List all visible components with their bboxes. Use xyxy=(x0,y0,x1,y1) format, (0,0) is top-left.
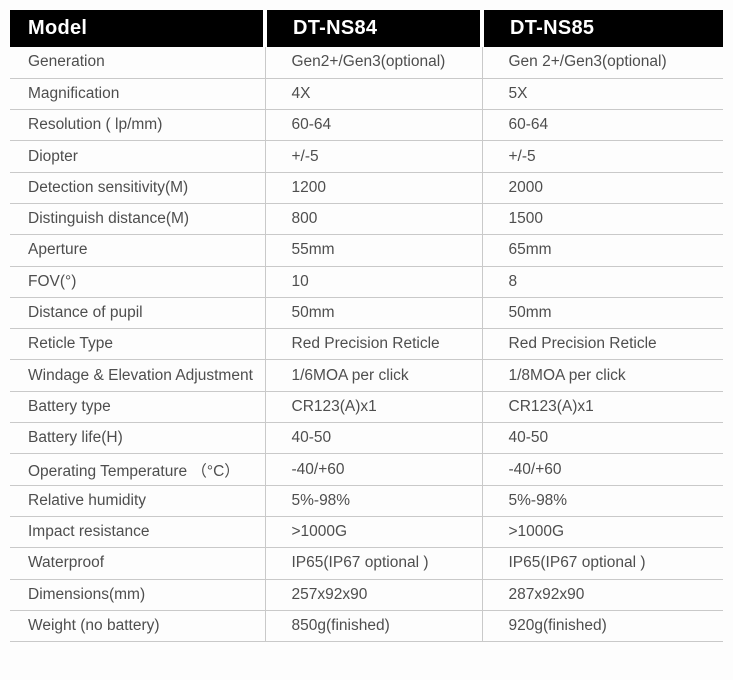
row-label: Aperture xyxy=(10,234,265,267)
spec-table: Model DT-NS84 DT-NS85 Generation Gen2+/Ge… xyxy=(10,10,723,643)
cell-dt-ns84: Red Precision Reticle xyxy=(264,328,482,361)
cell-dt-ns84: +/-5 xyxy=(264,140,482,173)
spec-sheet: Model DT-NS84 DT-NS85 Generation Gen2+/Ge… xyxy=(10,10,723,643)
row-label: Resolution ( lp/mm) xyxy=(10,109,265,142)
spec-row: Dimensions(mm) 257x92x90 287x92x90 xyxy=(10,579,723,611)
row-label: Detection sensitivity(M) xyxy=(10,172,265,204)
cell-dt-ns84: 1200 xyxy=(264,172,482,204)
row-label: Operating Temperature （°C） xyxy=(10,453,265,486)
cell-dt-ns85: 5X xyxy=(481,78,723,111)
cell-dt-ns84: 4X xyxy=(264,78,482,111)
row-label: Battery type xyxy=(10,391,265,424)
cell-dt-ns85: 2000 xyxy=(481,172,723,204)
row-label: Dimensions(mm) xyxy=(10,579,265,611)
spec-row: Resolution ( lp/mm) 60-64 60-64 xyxy=(10,109,723,142)
spec-row: Magnification 4X 5X xyxy=(10,78,723,111)
cell-dt-ns84: >1000G xyxy=(264,516,482,549)
cell-dt-ns84: 10 xyxy=(264,266,482,298)
cell-dt-ns85: >1000G xyxy=(481,516,723,549)
cell-dt-ns85: 50mm xyxy=(481,297,723,330)
cell-dt-ns84: Gen2+/Gen3(optional) xyxy=(264,47,482,79)
header-model: Model xyxy=(10,10,265,47)
cell-dt-ns84: 55mm xyxy=(264,234,482,267)
cell-dt-ns84: IP65(IP67 optional ) xyxy=(264,547,482,580)
row-label: Windage & Elevation Adjustment xyxy=(10,359,265,392)
header-row: Model DT-NS84 DT-NS85 xyxy=(10,10,723,47)
cell-dt-ns84: 257x92x90 xyxy=(264,579,482,611)
row-label: Battery life(H) xyxy=(10,422,265,455)
cell-dt-ns85: 60-64 xyxy=(481,109,723,142)
row-label: Reticle Type xyxy=(10,328,265,361)
cell-dt-ns84: 850g(finished) xyxy=(264,610,482,643)
cell-dt-ns84: -40/+60 xyxy=(264,453,482,486)
cell-dt-ns85: 287x92x90 xyxy=(481,579,723,611)
cell-dt-ns84: CR123(A)x1 xyxy=(264,391,482,424)
row-label: Magnification xyxy=(10,78,265,111)
spec-row: Battery type CR123(A)x1 CR123(A)x1 xyxy=(10,391,723,424)
cell-dt-ns85: 1/8MOA per click xyxy=(481,359,723,392)
cell-dt-ns84: 40-50 xyxy=(264,422,482,455)
cell-dt-ns85: Red Precision Reticle xyxy=(481,328,723,361)
spec-row: Aperture 55mm 65mm xyxy=(10,234,723,267)
spec-row: Battery life(H) 40-50 40-50 xyxy=(10,422,723,455)
row-label: Weight (no battery) xyxy=(10,610,265,643)
row-label: FOV(°) xyxy=(10,266,265,298)
spec-row: Diopter +/-5 +/-5 xyxy=(10,140,723,173)
row-label: Relative humidity xyxy=(10,485,265,517)
cell-dt-ns84: 5%-98% xyxy=(264,485,482,517)
cell-dt-ns85: CR123(A)x1 xyxy=(481,391,723,424)
cell-dt-ns85: 65mm xyxy=(481,234,723,267)
spec-row: Impact resistance >1000G >1000G xyxy=(10,516,723,549)
cell-dt-ns85: 1500 xyxy=(481,203,723,236)
row-label: Diopter xyxy=(10,140,265,173)
cell-dt-ns85: 8 xyxy=(481,266,723,298)
spec-row: Reticle Type Red Precision Reticle Red Pre… xyxy=(10,328,723,361)
spec-row: Distance of pupil 50mm 50mm xyxy=(10,297,723,330)
header-dt-ns85: DT-NS85 xyxy=(480,10,723,47)
spec-row: Detection sensitivity(M) 1200 2000 xyxy=(10,172,723,204)
row-label: Distance of pupil xyxy=(10,297,265,330)
cell-dt-ns84: 1/6MOA per click xyxy=(264,359,482,392)
header-dt-ns84: DT-NS84 xyxy=(263,10,482,47)
spec-table-body: Generation Gen2+/Gen3(optional) Gen 2+/Gen… xyxy=(10,47,723,643)
row-label: Impact resistance xyxy=(10,516,265,549)
cell-dt-ns85: Gen 2+/Gen3(optional) xyxy=(481,47,723,79)
row-label: Generation xyxy=(10,47,265,79)
row-label: Distinguish distance(M) xyxy=(10,203,265,236)
cell-dt-ns85: 40-50 xyxy=(481,422,723,455)
spec-row: Windage & Elevation Adjustment 1/6MOA per… xyxy=(10,359,723,392)
cell-dt-ns84: 800 xyxy=(264,203,482,236)
spec-row: Operating Temperature （°C） -40/+60 -40/+60 xyxy=(10,453,723,486)
cell-dt-ns85: -40/+60 xyxy=(481,453,723,486)
spec-row: Generation Gen2+/Gen3(optional) Gen 2+/Gen… xyxy=(10,47,723,79)
spec-row: Distinguish distance(M) 800 1500 xyxy=(10,203,723,236)
row-label: Waterproof xyxy=(10,547,265,580)
spec-row: Waterproof IP65(IP67 optional ) IP65(IP67 … xyxy=(10,547,723,580)
cell-dt-ns85: 5%-98% xyxy=(481,485,723,517)
cell-dt-ns84: 60-64 xyxy=(264,109,482,142)
cell-dt-ns84: 50mm xyxy=(264,297,482,330)
cell-dt-ns85: 920g(finished) xyxy=(481,610,723,643)
spec-row: Weight (no battery) 850g(finished) 920g(fi… xyxy=(10,610,723,643)
spec-row: FOV(°) 10 8 xyxy=(10,266,723,298)
cell-dt-ns85: IP65(IP67 optional ) xyxy=(481,547,723,580)
spec-row: Relative humidity 5%-98% 5%-98% xyxy=(10,485,723,517)
cell-dt-ns85: +/-5 xyxy=(481,140,723,173)
